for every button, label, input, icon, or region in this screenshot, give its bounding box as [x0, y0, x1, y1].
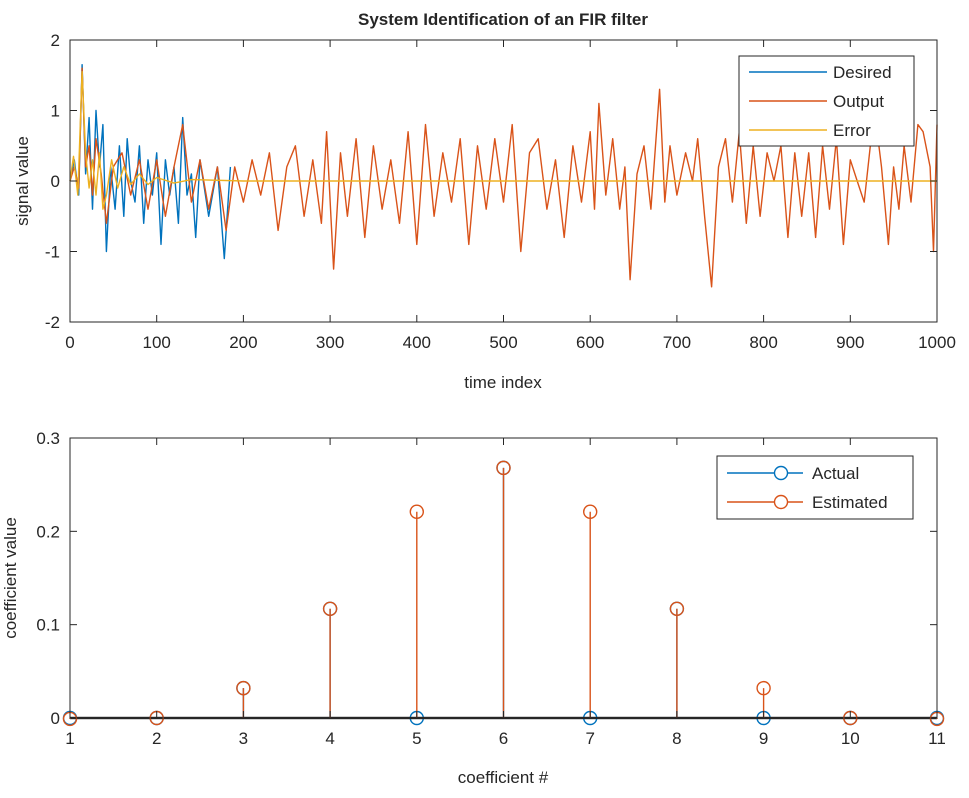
legend-box — [716, 455, 914, 520]
stem-marker-estimated — [322, 601, 338, 616]
signal-legend: Desired Output Error — [738, 55, 915, 147]
series-line-error — [69, 70, 937, 210]
y-tick-label: -2 — [45, 313, 60, 332]
x-tick-label: 5 — [412, 729, 421, 748]
x-tick-label: 6 — [499, 729, 508, 748]
stem-marker-estimated — [236, 680, 251, 696]
x-tick-label: 7 — [585, 729, 594, 748]
legend-label-error: Error — [833, 121, 871, 140]
x-tick-label: 3 — [239, 729, 248, 748]
x-tick-label: 800 — [749, 333, 777, 352]
signal-axis-ticks: 0 100 200 300 400 500 600 700 800 900 1000 -2 -1 0 1 2 — [45, 31, 956, 352]
x-tick-label: 1000 — [918, 333, 956, 352]
coefficient-plot: 1 2 3 4 5 6 7 8 9 10 11 0 0.1 0.2 0.3 coefficient # co… — [1, 429, 946, 787]
coefficient-axis-ticks: 1 2 3 4 5 6 7 8 9 10 11 0 0.1 0.2 0.3 — [36, 429, 945, 748]
legend-label-desired: Desired — [833, 63, 892, 82]
x-tick-label: 2 — [152, 729, 161, 748]
signal-series-group — [69, 63, 938, 288]
x-tick-label: 400 — [403, 333, 431, 352]
x-tick-label: 8 — [672, 729, 681, 748]
signal-y-axis-label: signal value — [13, 136, 32, 226]
legend-marker-actual — [773, 465, 789, 481]
legend-marker-estimated — [773, 494, 789, 510]
y-tick-label: 0.1 — [36, 616, 60, 635]
y-tick-label: 0.3 — [36, 429, 60, 448]
series-line-desired — [69, 63, 232, 260]
x-tick-label: 600 — [576, 333, 604, 352]
x-tick-label: 4 — [325, 729, 334, 748]
y-tick-label: 0 — [51, 172, 60, 191]
x-tick-label: 300 — [316, 333, 344, 352]
y-tick-label: 0 — [51, 709, 60, 728]
y-tick-label: 1 — [51, 102, 60, 121]
series-line-output — [69, 67, 938, 288]
coefficient-y-axis-label: coefficient value — [1, 517, 20, 639]
signal-x-axis-label: time index — [464, 373, 542, 392]
x-tick-label: 900 — [836, 333, 864, 352]
x-tick-label: 500 — [489, 333, 517, 352]
signal-plot: 0 100 200 300 400 500 600 700 800 900 1000-2-1012 … — [13, 10, 956, 392]
x-tick-label: 700 — [663, 333, 691, 352]
y-tick-label: 2 — [51, 31, 60, 50]
signal-plot-title: System Identification of an FIR filter — [358, 10, 648, 29]
stem-marker-estimated — [496, 460, 511, 476]
stem-marker-estimated — [669, 601, 685, 616]
coefficient-x-axis-label: coefficient # — [458, 768, 549, 787]
y-tick-label: -1 — [45, 243, 60, 262]
coefficient-legend: Actual Estimated — [716, 455, 914, 520]
x-tick-label: 1 — [65, 729, 74, 748]
x-tick-label: 10 — [841, 729, 860, 748]
y-tick-label: 0.2 — [36, 522, 60, 541]
legend-label-output: Output — [833, 92, 884, 111]
x-tick-label: 9 — [759, 729, 768, 748]
x-tick-label: 200 — [229, 333, 257, 352]
x-tick-label: 11 — [928, 729, 946, 748]
legend-label-estimated: Estimated — [812, 493, 888, 512]
stem-marker-estimated — [409, 504, 424, 519]
x-tick-label: 100 — [143, 333, 171, 352]
stem-marker-estimated — [756, 680, 771, 696]
x-tick-label: 0 — [65, 333, 74, 352]
stem-marker-estimated — [583, 504, 598, 519]
legend-label-actual: Actual — [812, 464, 859, 483]
